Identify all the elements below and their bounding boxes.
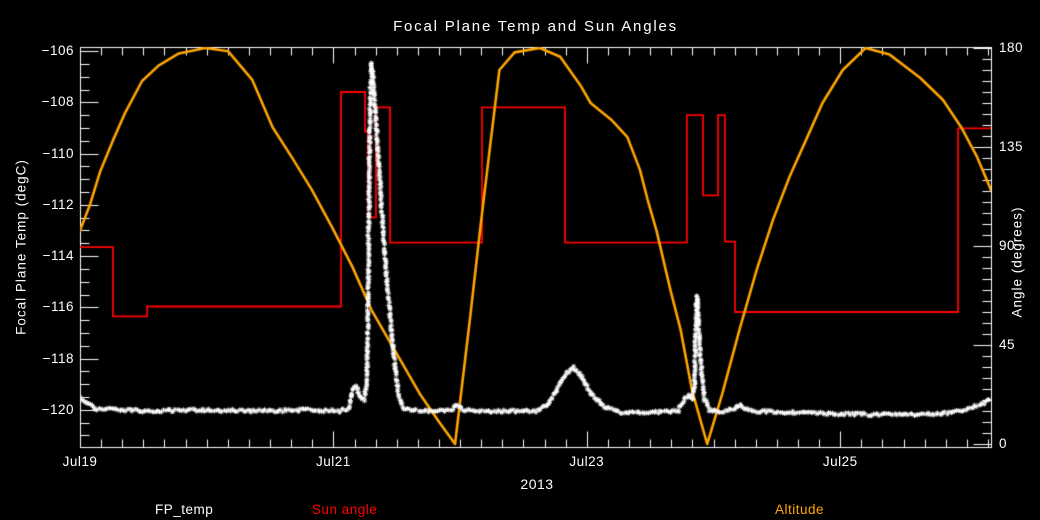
tick-label: −112 [42, 196, 74, 212]
tick-label: −108 [41, 94, 74, 110]
tick-label: −120 [41, 401, 74, 417]
tick-label: Jul21 [316, 454, 351, 469]
tick-label: 90 [999, 237, 1016, 253]
tick-label: −110 [42, 145, 74, 161]
chart-title: Focal Plane Temp and Sun Angles [393, 18, 678, 35]
legend-item-sun-angle: Sun angle [312, 502, 378, 517]
tick-label: 0 [999, 436, 1008, 451]
legend-item-fp-temp: FP_temp [155, 502, 214, 517]
tick-label: −114 [42, 248, 74, 264]
tick-label: Jul23 [569, 454, 605, 469]
x-axis-year-label: 2013 [520, 476, 554, 492]
tick-label: −116 [42, 299, 74, 315]
tick-label: 180 [999, 39, 1024, 55]
y-axis-right-title: Angle (degrees) [1009, 206, 1025, 318]
tick-label: 135 [999, 138, 1024, 154]
tick-label: Jul19 [62, 454, 98, 469]
tick-label: −106 [41, 43, 74, 59]
legend-item-altitude: Altitude [775, 502, 825, 517]
tick-label: 45 [999, 337, 1016, 352]
tick-label: −118 [42, 350, 74, 366]
tick-label: Jul25 [822, 454, 858, 469]
